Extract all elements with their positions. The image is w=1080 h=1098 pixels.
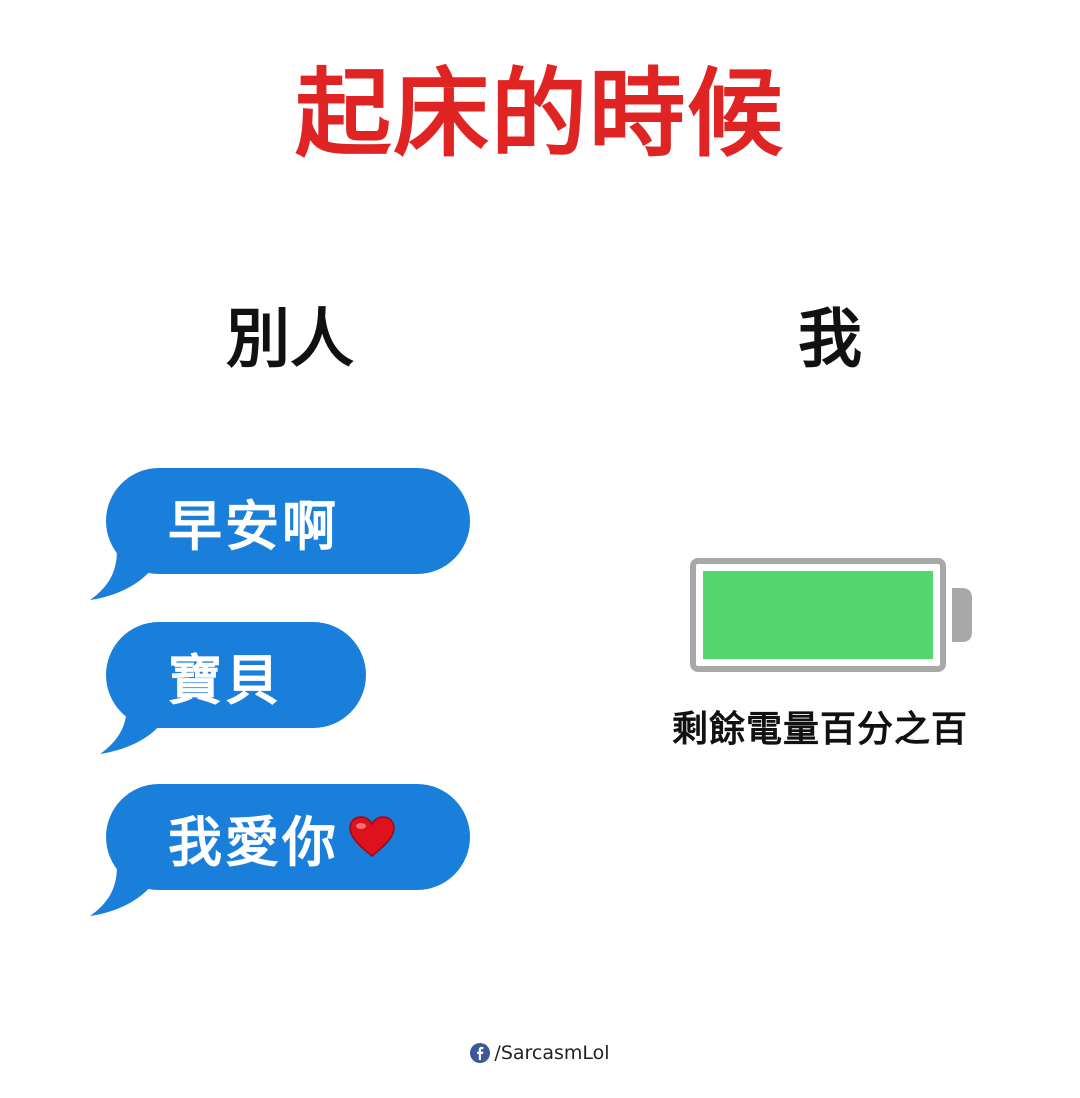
facebook-icon <box>470 1043 491 1063</box>
message-bubble-2: 寶貝 <box>106 622 366 728</box>
message-text: 早安啊 <box>168 494 339 558</box>
credit-handle: /SarcasmLol <box>494 1042 610 1064</box>
battery-fill <box>703 571 933 659</box>
message-text: 寶貝 <box>168 648 282 712</box>
others-heading: 別人 <box>226 303 354 377</box>
battery-icon <box>690 558 972 672</box>
me-heading: 我 <box>798 303 862 377</box>
message-bubble-1: 早安啊 <box>106 468 470 574</box>
credit: /SarcasmLol <box>0 1042 1080 1064</box>
battery-caption: 剩餘電量百分之百 <box>671 709 968 750</box>
message-bubble-3: 我愛你 <box>106 784 470 890</box>
message-text: 我愛你 <box>168 810 339 874</box>
red-heart-icon <box>349 816 395 857</box>
page-title: 起床的時候 <box>295 58 785 170</box>
